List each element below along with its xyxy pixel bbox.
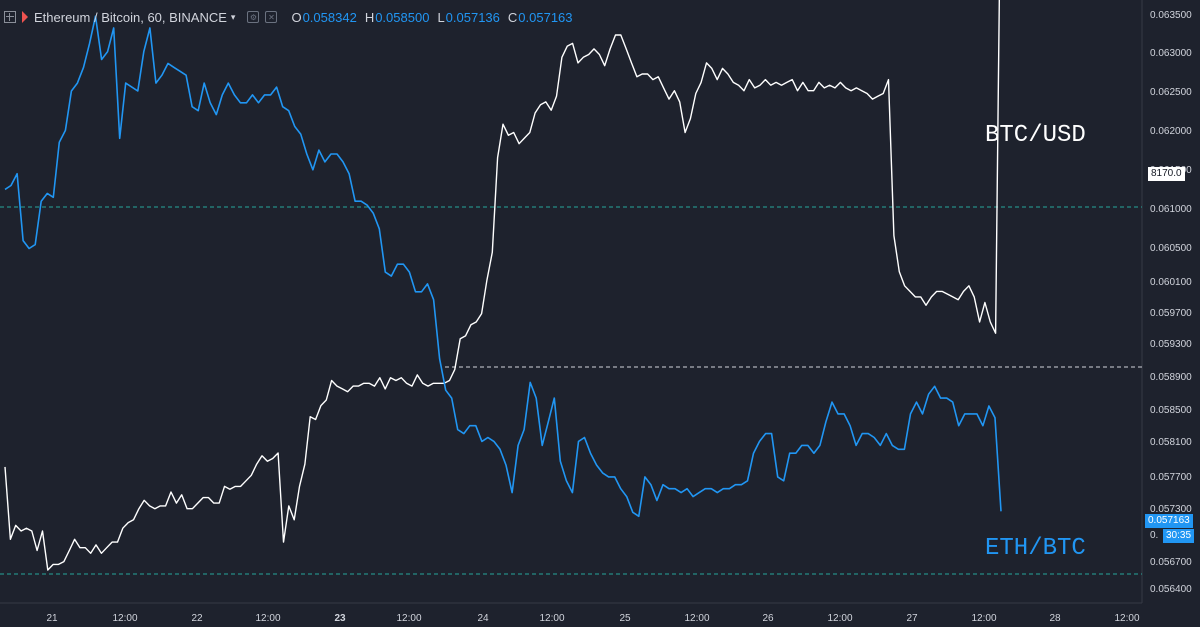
y-tick-label: 0.058900 xyxy=(1150,372,1192,383)
high-value: 0.058500 xyxy=(375,9,430,25)
y-tick-label: 0.063000 xyxy=(1150,48,1192,59)
y-tick-label: 0.060100 xyxy=(1150,277,1192,288)
x-tick-label: 12:00 xyxy=(396,613,421,624)
x-tick-label: 12:00 xyxy=(827,613,852,624)
x-tick-label: 21 xyxy=(46,613,58,624)
open-label: O xyxy=(291,9,302,25)
countdown-tag: 30:35 xyxy=(1163,529,1195,543)
low-label: L xyxy=(437,9,445,25)
y-tick-label: 0.058500 xyxy=(1150,405,1192,416)
btc-last-price-tag: 8170.0 xyxy=(1148,167,1185,181)
btc-usd-overlay-label: BTC/USD xyxy=(985,122,1086,149)
y-tick-label: 0.063500 xyxy=(1150,10,1192,21)
y-tick-label: 0.061000 xyxy=(1150,204,1192,215)
y-tick-label: 0.059700 xyxy=(1150,308,1192,319)
x-tick-label: 12:00 xyxy=(971,613,996,624)
y-tick-label: 0.062000 xyxy=(1150,126,1192,137)
y-tick-label: 0.062500 xyxy=(1150,87,1192,98)
x-tick-label: 25 xyxy=(619,613,631,624)
eth-partial-tick: 0. xyxy=(1150,530,1159,541)
y-tick-label: 0.059300 xyxy=(1150,339,1192,350)
x-tick-label: 28 xyxy=(1049,613,1061,624)
eth-last-price-tag: 0.057163 xyxy=(1145,514,1193,528)
y-tick-label: 0.058100 xyxy=(1150,437,1192,448)
close-label: C xyxy=(507,9,518,25)
x-tick-label: 12:00 xyxy=(112,613,137,624)
x-tick-label: 24 xyxy=(477,613,489,624)
eth-btc-overlay-label: ETH/BTC xyxy=(985,535,1086,562)
open-value: 0.058342 xyxy=(302,9,357,25)
expand-plus-icon[interactable] xyxy=(4,11,16,23)
x-tick-label: 12:00 xyxy=(539,613,564,624)
x-tick-label: 23 xyxy=(334,613,346,624)
high-label: H xyxy=(364,9,375,25)
y-tick-label: 0.057700 xyxy=(1150,472,1192,483)
x-tick-label: 22 xyxy=(191,613,203,624)
chevron-down-icon[interactable]: ▾ xyxy=(230,11,236,22)
x-tick-label: 12:00 xyxy=(684,613,709,624)
symbol-logo-icon xyxy=(22,11,28,23)
close-icon[interactable]: ✕ xyxy=(265,11,278,23)
settings-icon[interactable]: ⚙ xyxy=(247,11,260,23)
x-tick-label: 26 xyxy=(762,613,774,624)
x-tick-label: 12:00 xyxy=(1114,613,1139,624)
y-tick-label: 0.056700 xyxy=(1150,557,1192,568)
y-tick-label: 0.060500 xyxy=(1150,243,1192,254)
symbol-title[interactable]: Ethereum / Bitcoin, 60, BINANCE xyxy=(34,9,227,25)
y-tick-label: 0.056400 xyxy=(1150,584,1192,595)
eth-btc-series-line xyxy=(4,15,1002,518)
low-value: 0.057136 xyxy=(445,9,500,25)
btc-usd-series-line xyxy=(4,0,1001,571)
x-tick-label: 12:00 xyxy=(255,613,280,624)
x-tick-label: 27 xyxy=(906,613,918,624)
y-tick-label: 0.057300 xyxy=(1150,504,1192,515)
close-value: 0.057163 xyxy=(518,9,573,25)
